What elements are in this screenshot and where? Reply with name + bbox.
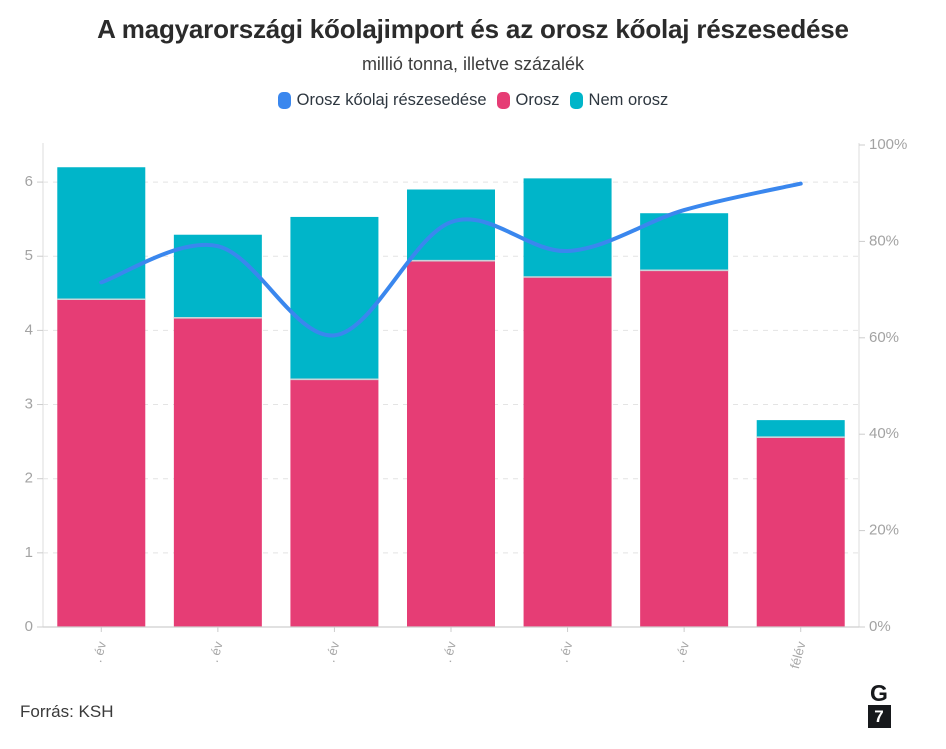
legend: Orosz kőolaj részesedése Orosz Nem orosz (0, 91, 946, 110)
svg-text:1: 1 (25, 544, 33, 561)
source-label: Forrás: KSH (20, 702, 114, 721)
line-series-swatch-icon (277, 92, 291, 109)
svg-text:100%: 100% (869, 136, 907, 153)
svg-text:80%: 80% (869, 232, 899, 249)
bar-series-swatch-icon (496, 92, 510, 109)
svg-text:0%: 0% (869, 618, 891, 635)
g7-logo: G 7 (866, 682, 892, 728)
svg-text:. év: . év (439, 639, 459, 664)
g7-logo-7: 7 (867, 705, 891, 728)
svg-text:40%: 40% (869, 425, 899, 442)
svg-text:. év: . év (556, 639, 576, 664)
svg-text:6: 6 (25, 173, 33, 190)
legend-label: Orosz kőolaj részesedése (296, 91, 487, 109)
svg-text:2: 2 (25, 470, 33, 487)
svg-text:3: 3 (25, 396, 33, 413)
chart-title: A magyarországi kőolajimport és az orosz… (97, 14, 849, 44)
svg-text:. év: . év (206, 639, 226, 664)
svg-text:. év: . év (322, 639, 342, 664)
legend-item-share: Orosz kőolaj részesedése (277, 91, 487, 110)
svg-text:félév: félév (787, 639, 809, 670)
chart-area: 0 1 2 3 4 5 6 0% 20% 40% 60% 80% 100%. év. év. év. é… (0, 130, 946, 690)
svg-text:. év: . év (89, 639, 109, 664)
svg-text:4: 4 (25, 321, 33, 338)
svg-text:. év: . év (672, 639, 692, 664)
legend-item-nem-orosz: Nem orosz (569, 91, 669, 110)
legend-item-orosz: Orosz (496, 91, 560, 110)
bar-series-swatch-icon (569, 92, 583, 109)
chart-subtitle: millió tonna, illetve százalék (361, 54, 585, 74)
svg-text:0: 0 (25, 618, 33, 635)
legend-label: Nem orosz (588, 91, 669, 109)
g7-logo-g: G (870, 680, 888, 706)
svg-text:60%: 60% (869, 329, 899, 346)
svg-text:20%: 20% (869, 522, 899, 539)
svg-text:5: 5 (25, 247, 33, 264)
legend-label: Orosz (515, 91, 560, 109)
